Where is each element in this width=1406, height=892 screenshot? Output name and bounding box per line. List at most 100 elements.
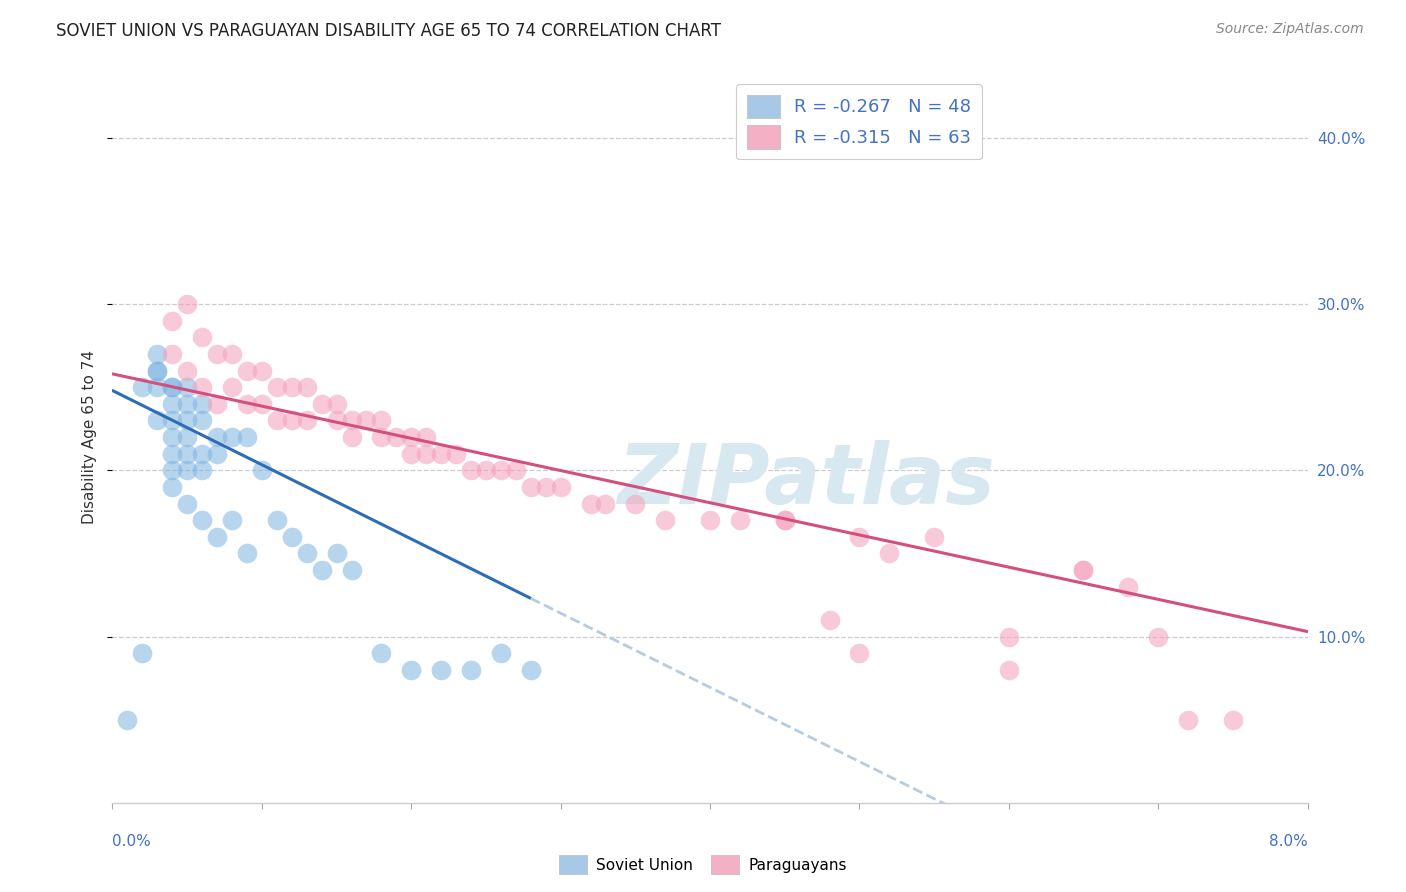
Point	[146, 363, 169, 377]
Point	[205, 347, 228, 361]
Point	[848, 530, 870, 544]
Point	[250, 397, 273, 411]
Point	[415, 430, 437, 444]
Point	[131, 646, 153, 660]
Point	[266, 380, 288, 394]
Point	[146, 363, 169, 377]
Point	[401, 430, 423, 444]
Point	[162, 397, 183, 411]
Y-axis label: Disability Age 65 to 74: Disability Age 65 to 74	[82, 350, 97, 524]
Point	[728, 513, 751, 527]
Point	[624, 497, 647, 511]
Point	[117, 713, 139, 727]
Point	[162, 463, 183, 477]
Point	[191, 380, 214, 394]
Point	[162, 380, 183, 394]
Point	[773, 513, 796, 527]
Legend: Soviet Union, Paraguayans: Soviet Union, Paraguayans	[554, 849, 852, 880]
Point	[205, 530, 228, 544]
Point	[176, 297, 198, 311]
Point	[325, 413, 347, 427]
Point	[818, 613, 841, 627]
Point	[1177, 713, 1199, 727]
Point	[475, 463, 498, 477]
Legend: R = -0.267   N = 48, R = -0.315   N = 63: R = -0.267 N = 48, R = -0.315 N = 63	[737, 84, 981, 160]
Point	[146, 380, 169, 394]
Point	[311, 563, 333, 577]
Point	[236, 430, 259, 444]
Point	[221, 513, 243, 527]
Text: Source: ZipAtlas.com: Source: ZipAtlas.com	[1216, 22, 1364, 37]
Point	[221, 430, 243, 444]
Point	[997, 663, 1019, 677]
Point	[221, 347, 243, 361]
Text: SOVIET UNION VS PARAGUAYAN DISABILITY AGE 65 TO 74 CORRELATION CHART: SOVIET UNION VS PARAGUAYAN DISABILITY AG…	[56, 22, 721, 40]
Point	[773, 513, 796, 527]
Point	[654, 513, 676, 527]
Point	[191, 413, 214, 427]
Point	[489, 463, 512, 477]
Point	[162, 413, 183, 427]
Point	[236, 397, 259, 411]
Point	[191, 330, 214, 344]
Point	[415, 447, 437, 461]
Point	[205, 447, 228, 461]
Point	[295, 413, 318, 427]
Point	[162, 480, 183, 494]
Point	[281, 530, 304, 544]
Point	[162, 430, 183, 444]
Point	[191, 397, 214, 411]
Point	[401, 447, 423, 461]
Point	[997, 630, 1019, 644]
Point	[236, 546, 259, 560]
Point	[176, 430, 198, 444]
Point	[699, 513, 721, 527]
Point	[370, 413, 392, 427]
Point	[460, 663, 482, 677]
Point	[146, 347, 169, 361]
Point	[340, 430, 363, 444]
Point	[191, 513, 214, 527]
Point	[162, 447, 183, 461]
Point	[295, 380, 318, 394]
Point	[162, 347, 183, 361]
Point	[848, 646, 870, 660]
Point	[430, 447, 453, 461]
Point	[176, 463, 198, 477]
Point	[1147, 630, 1170, 644]
Point	[505, 463, 527, 477]
Point	[176, 447, 198, 461]
Point	[534, 480, 557, 494]
Point	[401, 663, 423, 677]
Point	[877, 546, 900, 560]
Point	[370, 646, 392, 660]
Point	[176, 413, 198, 427]
Point	[370, 430, 392, 444]
Point	[191, 447, 214, 461]
Point	[162, 314, 183, 328]
Point	[1073, 563, 1095, 577]
Point	[266, 513, 288, 527]
Text: 0.0%: 0.0%	[112, 834, 152, 849]
Point	[281, 413, 304, 427]
Point	[236, 363, 259, 377]
Point	[520, 480, 543, 494]
Point	[176, 380, 198, 394]
Point	[460, 463, 482, 477]
Point	[191, 463, 214, 477]
Point	[266, 413, 288, 427]
Point	[922, 530, 945, 544]
Point	[385, 430, 408, 444]
Point	[205, 397, 228, 411]
Point	[550, 480, 572, 494]
Point	[295, 546, 318, 560]
Point	[146, 413, 169, 427]
Point	[176, 363, 198, 377]
Point	[250, 363, 273, 377]
Text: ZIPatlas: ZIPatlas	[617, 441, 994, 522]
Point	[325, 546, 347, 560]
Point	[162, 380, 183, 394]
Point	[176, 397, 198, 411]
Point	[325, 397, 347, 411]
Point	[340, 563, 363, 577]
